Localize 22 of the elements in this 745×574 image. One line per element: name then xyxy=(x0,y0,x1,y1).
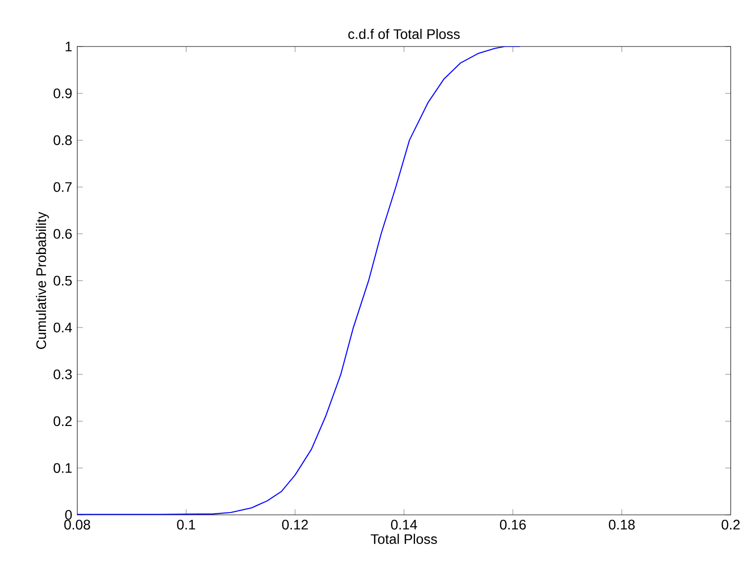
line-series xyxy=(77,46,521,515)
y-axis-title: Cumulative Probability xyxy=(36,212,49,349)
y-tick-label: 0.1 xyxy=(54,463,72,473)
y-tick-label: 0.6 xyxy=(54,228,72,239)
x-tick-label: 0.08 xyxy=(64,520,90,530)
x-tick-label: 0.16 xyxy=(500,520,526,530)
x-tick-label: 0.2 xyxy=(722,520,740,530)
y-tick-label: 1 xyxy=(66,42,72,52)
x-tick-label: 0.14 xyxy=(391,520,418,530)
chart-title: c.d.f of Total Ploss xyxy=(348,28,460,39)
x-axis-title: Total Ploss xyxy=(370,534,437,544)
y-tick-label: 0 xyxy=(65,510,72,520)
y-tick-label: 0.5 xyxy=(54,276,72,286)
y-tick-label: 0.7 xyxy=(54,182,72,192)
y-tick-label: 0.9 xyxy=(54,88,72,98)
y-tick-label: 0.3 xyxy=(54,369,72,380)
x-tick-label: 0.12 xyxy=(282,520,308,530)
x-tick-label: 0.1 xyxy=(177,520,196,530)
y-tick-label: 0.2 xyxy=(54,416,72,426)
y-tick-label: 0.4 xyxy=(54,322,72,332)
y-tick-label: 0.8 xyxy=(54,135,72,145)
x-tick-label: 0.18 xyxy=(608,520,635,530)
